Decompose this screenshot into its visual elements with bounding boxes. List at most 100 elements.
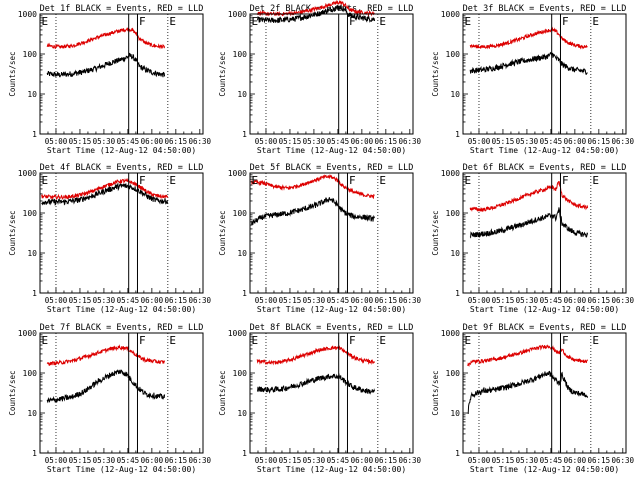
x-tick-label: 05:00 — [468, 296, 491, 305]
x-axis-label: Start Time (12-Aug-12 04:50:00) — [257, 146, 406, 155]
marker-label: F — [139, 174, 146, 187]
y-tick-label: 1 — [242, 449, 247, 458]
y-axis-label: Counts/sec — [431, 370, 440, 415]
series-line-events — [251, 196, 376, 225]
x-tick-label: 06:00 — [351, 296, 374, 305]
x-tick-label: 06:00 — [351, 456, 374, 465]
x-tick-label: 05:15 — [279, 296, 302, 305]
x-tick-label: 06:30 — [612, 296, 635, 305]
series-line-lld — [256, 345, 376, 366]
series-line-lld — [251, 174, 375, 200]
plot-frame — [249, 13, 414, 135]
x-tick-label: 06:30 — [399, 296, 422, 305]
x-tick-label: 05:45 — [327, 456, 350, 465]
y-tick-label: 1 — [242, 289, 247, 298]
series-line-events — [467, 370, 589, 414]
x-tick-label: 05:45 — [327, 137, 350, 146]
x-tick-label: 05:00 — [45, 137, 68, 146]
x-tick-label: 05:30 — [303, 137, 326, 146]
x-tick-label: 05:45 — [117, 456, 140, 465]
marker-label: E — [465, 174, 472, 187]
y-tick-label: 100 — [233, 50, 248, 59]
x-axis-label: Start Time (12-Aug-12 04:50:00) — [470, 146, 619, 155]
x-tick-label: 06:00 — [564, 456, 587, 465]
y-tick-label: 1000 — [228, 10, 247, 19]
y-axis-label: Counts/sec — [431, 210, 440, 255]
chart-title: Det 4f BLACK = Events, RED = LLD — [40, 163, 204, 173]
x-tick-label: 05:45 — [540, 296, 563, 305]
series-line-lld — [46, 344, 166, 366]
chart-title: Det 9f BLACK = Events, RED = LLD — [463, 323, 627, 333]
marker-label: E — [42, 174, 49, 187]
series-line-lld — [41, 177, 169, 200]
x-tick-label: 06:15 — [165, 456, 188, 465]
x-tick-label: 06:30 — [612, 456, 635, 465]
plot-frame — [249, 332, 414, 454]
y-axis-label: Counts/sec — [218, 370, 227, 415]
y-tick-label: 1000 — [441, 10, 460, 19]
y-axis-label: Counts/sec — [218, 51, 227, 96]
marker-label: E — [379, 334, 386, 347]
marker-label: E — [252, 174, 259, 187]
x-tick-label: 05:00 — [45, 296, 68, 305]
x-tick-label: 06:15 — [375, 456, 398, 465]
chart-title: Det 5f BLACK = Events, RED = LLD — [250, 163, 414, 173]
marker-label: E — [379, 15, 386, 28]
y-tick-label: 100 — [446, 50, 461, 59]
y-tick-label: 1000 — [441, 169, 460, 178]
x-tick-label: 06:00 — [564, 296, 587, 305]
x-tick-label: 06:15 — [588, 456, 611, 465]
x-tick-label: 05:15 — [279, 137, 302, 146]
series-line-events — [469, 207, 589, 239]
y-tick-label: 10 — [237, 249, 247, 258]
x-tick-label: 06:30 — [612, 137, 635, 146]
chart-title: Det 6f BLACK = Events, RED = LLD — [463, 163, 627, 173]
marker-label: F — [349, 174, 356, 187]
chart-title: Det 3f BLACK = Events, RED = LLD — [463, 4, 627, 14]
x-tick-label: 06:30 — [189, 296, 212, 305]
plot-frame — [462, 172, 627, 294]
y-tick-label: 1000 — [18, 329, 37, 338]
marker-label: F — [139, 334, 146, 347]
x-tick-label: 05:00 — [468, 456, 491, 465]
x-axis-label: Start Time (12-Aug-12 04:50:00) — [257, 305, 406, 314]
x-tick-label: 06:30 — [189, 456, 212, 465]
x-tick-label: 05:45 — [117, 296, 140, 305]
x-tick-label: 05:00 — [255, 456, 278, 465]
x-tick-label: 05:15 — [492, 137, 515, 146]
marker-label: F — [562, 15, 569, 28]
x-tick-label: 06:15 — [375, 296, 398, 305]
y-tick-label: 10 — [27, 409, 37, 418]
y-tick-label: 1 — [32, 130, 37, 139]
x-tick-label: 06:30 — [189, 137, 212, 146]
series-line-events — [46, 52, 166, 78]
x-tick-label: 06:15 — [375, 137, 398, 146]
y-tick-label: 100 — [23, 50, 38, 59]
x-axis-label: Start Time (12-Aug-12 04:50:00) — [47, 465, 196, 474]
series-line-lld — [256, 0, 375, 17]
marker-label: E — [169, 334, 176, 347]
x-tick-label: 05:00 — [255, 137, 278, 146]
x-tick-label: 05:00 — [468, 137, 491, 146]
y-tick-label: 1 — [455, 449, 460, 458]
x-tick-label: 05:15 — [492, 296, 515, 305]
x-tick-label: 05:45 — [117, 137, 140, 146]
series-line-events — [469, 51, 588, 75]
x-axis-label: Start Time (12-Aug-12 04:50:00) — [470, 465, 619, 474]
y-tick-label: 10 — [27, 90, 37, 99]
x-tick-label: 05:30 — [303, 296, 326, 305]
plot-frame — [249, 172, 414, 294]
x-tick-label: 05:15 — [69, 456, 92, 465]
y-tick-label: 1 — [455, 289, 460, 298]
marker-label: F — [562, 174, 569, 187]
y-tick-label: 100 — [446, 209, 461, 218]
x-tick-label: 05:15 — [279, 456, 302, 465]
y-tick-label: 1 — [32, 449, 37, 458]
x-tick-label: 05:30 — [93, 456, 116, 465]
chart-title: Det 7f BLACK = Events, RED = LLD — [40, 323, 204, 333]
